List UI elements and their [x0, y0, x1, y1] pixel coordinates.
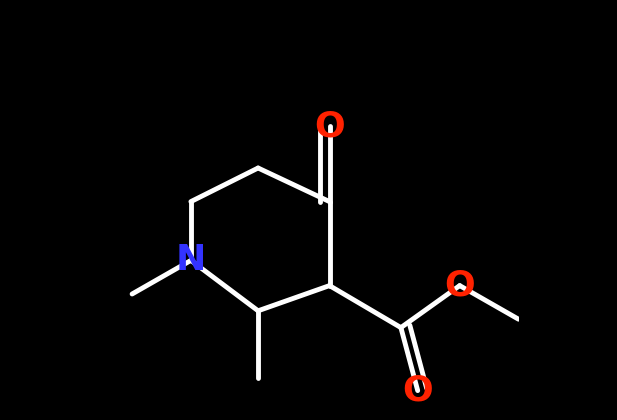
Text: O: O [314, 109, 345, 143]
Text: N: N [176, 244, 206, 277]
Text: O: O [444, 269, 475, 302]
Text: O: O [402, 374, 433, 407]
